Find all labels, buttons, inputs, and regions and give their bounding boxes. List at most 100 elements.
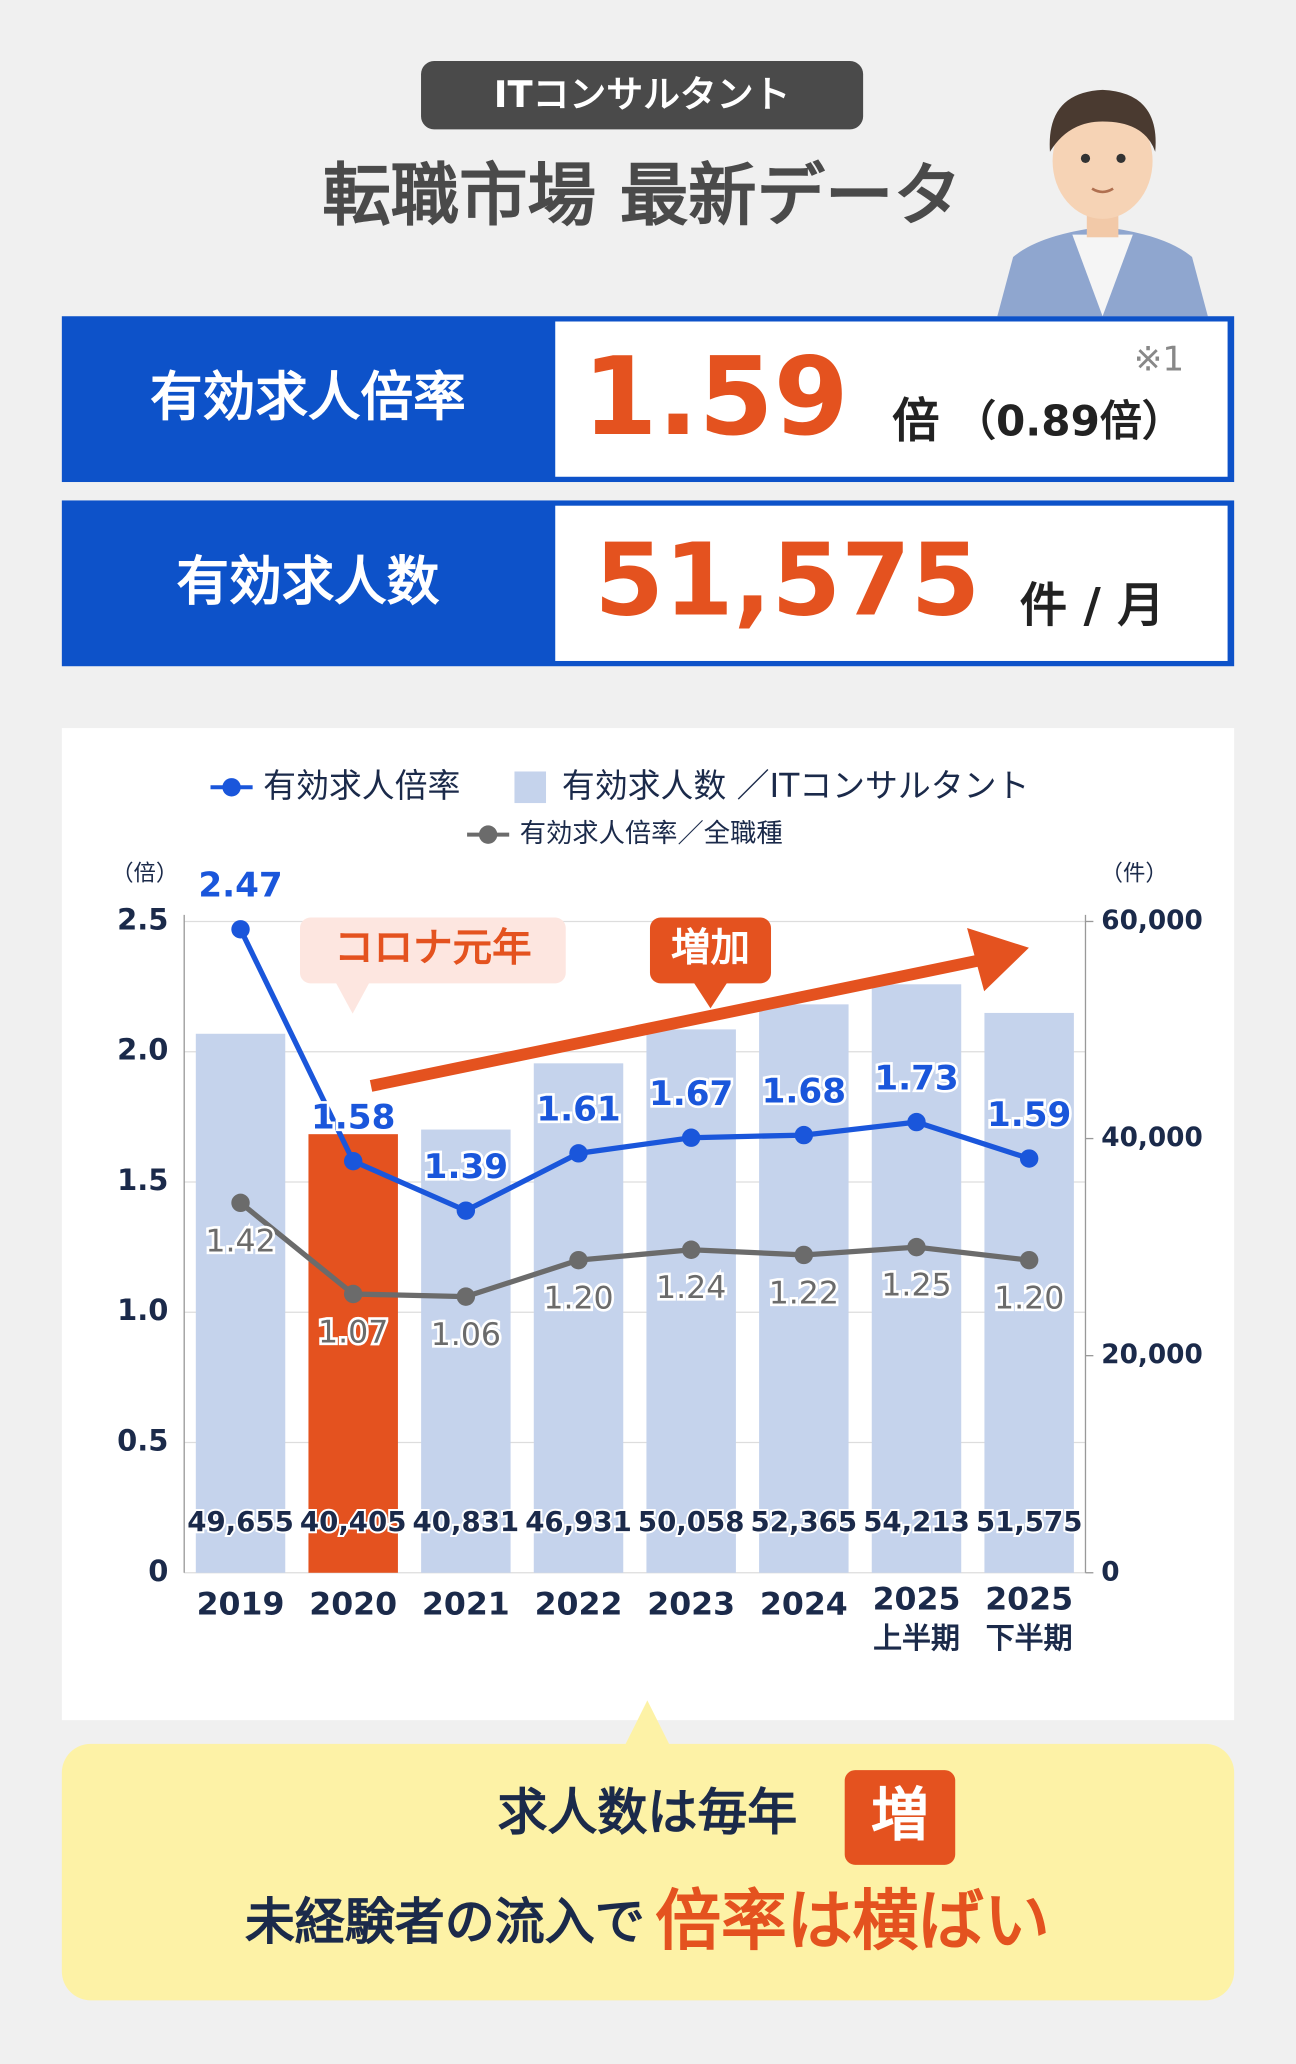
point <box>1019 1149 1039 1168</box>
badge-text: ITコンサルタント <box>494 73 791 116</box>
bar-value-label: 40,405 <box>300 1505 407 1538</box>
x-tick-label: 2023 <box>647 1587 735 1623</box>
point <box>907 1237 926 1257</box>
card-rate: 有効求人倍率 1.59 倍 （0.89倍） ※1 <box>61 316 1235 483</box>
bar <box>533 1063 624 1573</box>
y2-tick-label: 0 <box>1101 1557 1119 1587</box>
card-sub: （0.89倍） <box>954 397 1184 446</box>
point <box>343 1284 363 1304</box>
point <box>569 1250 588 1270</box>
bar <box>984 1012 1074 1573</box>
legend-marker <box>478 825 498 844</box>
legend-label: 有効求人倍率／全職種 <box>520 819 783 849</box>
person-icon <box>997 89 1208 317</box>
value-label: 1.20 <box>994 1281 1064 1317</box>
value-label: 1.06 <box>431 1317 501 1353</box>
card-label: 有効求人数 <box>176 551 439 612</box>
y2-tick-label: 60,000 <box>1101 906 1202 936</box>
x-tick-label: 2019 <box>197 1587 285 1623</box>
x-tick-label: 2020 <box>309 1587 397 1623</box>
y-tick-label: 1.0 <box>117 1293 168 1327</box>
point <box>231 920 250 939</box>
annotation-pointer <box>335 982 370 1014</box>
bar <box>759 1004 849 1573</box>
y-tick-label: 2.5 <box>117 902 168 936</box>
annotation: コロナ元年 <box>334 925 531 971</box>
card-value: 1.59 <box>582 335 848 460</box>
line <box>238 928 1030 1214</box>
annotation-pointer <box>693 982 728 1009</box>
value-label: 1.07 <box>318 1314 388 1350</box>
arrow-head <box>967 928 1029 992</box>
value-label: 1.58 <box>311 1098 395 1138</box>
y-tick-label: 0 <box>148 1554 168 1588</box>
legend-swatch <box>514 771 547 804</box>
point <box>794 1125 814 1145</box>
legend-label: 有効求人数 ／ITコンサルタント <box>562 766 1030 805</box>
bar-value-label: 51,575 <box>976 1505 1083 1538</box>
value-label: 1.59 <box>987 1095 1071 1135</box>
annotation-box <box>649 917 772 984</box>
bar-value-label: 54,213 <box>863 1505 970 1538</box>
y2-tick-label: 40,000 <box>1101 1123 1202 1153</box>
value-label: 1.39 <box>424 1147 508 1187</box>
card-unit: 件 / 月 <box>1020 578 1165 633</box>
card-count: 有効求人数 51,575 件 / 月 <box>61 500 1235 667</box>
annotation: 増加 <box>671 925 750 971</box>
point <box>907 1112 926 1132</box>
x-tick-label: 2025 上半期 <box>873 1581 961 1654</box>
legend-label: 有効求人倍率 <box>263 766 460 805</box>
y-axis-label: （倍） <box>111 861 178 887</box>
x-tick-label: 2021 <box>422 1587 510 1623</box>
line <box>238 1200 1030 1300</box>
x-tick-label: 2022 <box>535 1587 623 1623</box>
point <box>681 1128 701 1147</box>
point <box>343 1151 363 1171</box>
point <box>456 1287 476 1306</box>
y-tick-label: 0.5 <box>117 1424 168 1458</box>
y-tick-label: 1.5 <box>117 1163 168 1197</box>
value-label: 1.20 <box>543 1281 613 1317</box>
value-label: 1.73 <box>874 1058 958 1098</box>
value-label: 2.47 <box>198 866 282 906</box>
value-label: 1.61 <box>536 1090 620 1130</box>
bar <box>308 1134 398 1573</box>
value-label: 1.68 <box>762 1071 846 1111</box>
chart: 0 0.5 1.0 1.5 2.0 2.5 0 20,000 40,000 60,000 （倍） （件… <box>111 766 1203 1655</box>
legend-marker <box>222 778 241 797</box>
point <box>681 1240 701 1259</box>
card-unit: 倍 <box>892 394 939 449</box>
y2-tick-label: 20,000 <box>1101 1340 1202 1370</box>
bar-value-label: 49,655 <box>187 1505 294 1538</box>
x-tick-label: 2025 下半期 <box>985 1581 1073 1654</box>
bar-value-label: 40,831 <box>413 1505 520 1538</box>
value-label: 1.22 <box>769 1275 839 1311</box>
arrow <box>369 952 991 1092</box>
bar-value-label: 52,365 <box>751 1505 858 1538</box>
card-label: 有効求人倍率 <box>150 367 466 428</box>
point <box>456 1201 476 1220</box>
badge <box>421 60 864 130</box>
bar <box>871 984 962 1573</box>
card-note: ※1 <box>1134 339 1184 379</box>
value-label: 1.42 <box>205 1223 275 1259</box>
value-label: 1.24 <box>656 1270 726 1306</box>
footer-badge <box>844 1770 956 1865</box>
value-label: 1.25 <box>881 1268 951 1304</box>
bar <box>646 1029 736 1573</box>
bar-value-label: 46,931 <box>525 1505 632 1538</box>
footer-highlight: 倍率は横ばい <box>655 1882 1050 1959</box>
x-tick-label: 2024 <box>760 1587 848 1623</box>
title: 転職市場 最新データ <box>322 157 961 236</box>
bar <box>195 1033 286 1573</box>
y2-axis-label: （件） <box>1101 861 1168 887</box>
annotation-box <box>299 917 566 984</box>
y-tick-label: 2.0 <box>117 1033 168 1067</box>
point <box>794 1245 814 1265</box>
card-value: 51,575 <box>594 522 980 639</box>
footer-line1: 求人数は毎年 <box>497 1784 797 1842</box>
footer-badge-text: 増 <box>871 1781 929 1849</box>
bar-value-label: 50,058 <box>638 1505 745 1538</box>
point <box>569 1144 588 1163</box>
